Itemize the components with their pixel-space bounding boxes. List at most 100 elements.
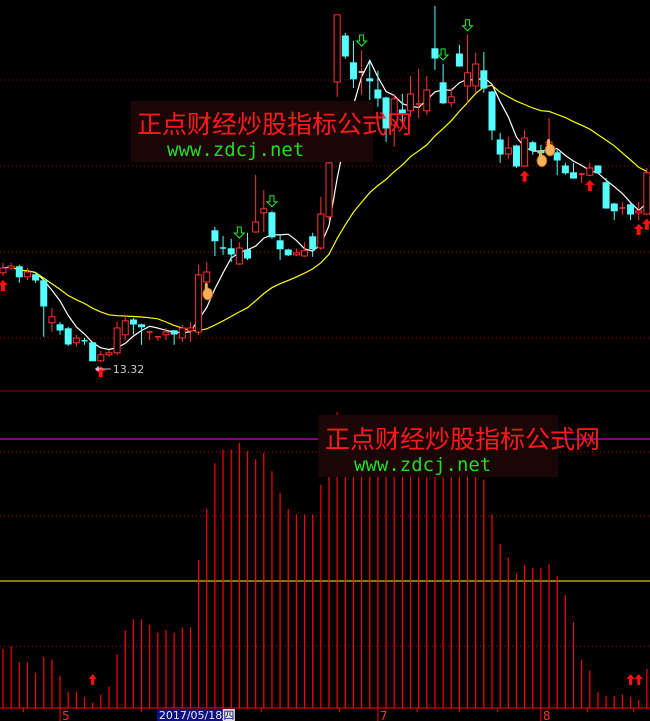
candle-body: [203, 271, 211, 283]
candle: [415, 68, 422, 118]
cursor-date: 2017/05/18/: [159, 709, 226, 721]
indicator-signal-arrow-icon: [88, 674, 97, 685]
candle: [170, 330, 178, 345]
candle: [178, 324, 186, 342]
candle-body: [40, 280, 48, 307]
candle-body: [32, 274, 40, 281]
candle-body: [72, 337, 80, 344]
buy-arrow-icon: [519, 170, 530, 182]
watermark-url: www.zdcj.net: [167, 139, 304, 161]
candle-body: [407, 93, 414, 112]
candle: [235, 242, 243, 265]
price-grid: [0, 79, 650, 339]
candle-body: [447, 96, 455, 104]
candle: [423, 76, 431, 115]
candle-body: [129, 319, 137, 325]
candle: [496, 132, 504, 163]
candle-body: [260, 208, 268, 214]
indicator-signal-arrow-icon: [634, 674, 643, 685]
hand-palm: [202, 287, 214, 301]
hand-pointer-icon: [536, 149, 548, 168]
candle: [512, 144, 520, 168]
candle-body: [594, 165, 602, 174]
candle-body: [301, 250, 309, 257]
candle-body: [15, 266, 23, 278]
sell-arrow-icon: [461, 19, 474, 32]
candle-body: [504, 147, 512, 155]
candle: [561, 162, 569, 175]
candle: [529, 140, 537, 155]
hand-finger: [204, 283, 208, 290]
buy-arrow-icon: [633, 224, 644, 235]
candle-body: [113, 327, 121, 354]
candle: [610, 202, 618, 220]
candle-body: [48, 316, 56, 324]
hand-pointer-icon: [202, 283, 214, 301]
candle: [276, 234, 284, 260]
candle-body: [398, 109, 406, 114]
candle: [594, 165, 602, 174]
candle: [447, 88, 455, 107]
candle: [472, 52, 480, 93]
candle-body: [431, 48, 439, 59]
x-axis-label: 5: [62, 709, 70, 721]
candle: [635, 202, 643, 220]
candle-body: [186, 327, 194, 332]
candle: [162, 328, 170, 340]
candle: [521, 130, 529, 167]
candle-body: [635, 210, 643, 214]
hand-pointer-icon: [544, 139, 556, 157]
candle-body: [325, 162, 333, 218]
candle-body: [333, 14, 341, 83]
candle: [48, 308, 56, 332]
candle: [390, 94, 398, 147]
candle: [40, 278, 48, 337]
candle: [480, 52, 488, 93]
hand-finger: [538, 149, 542, 157]
candle: [32, 272, 40, 283]
candle: [220, 236, 227, 255]
buy-arrow-icon: [641, 218, 650, 230]
candle: [260, 190, 268, 232]
candle-body: [643, 172, 650, 215]
ma-20-line: [2, 84, 648, 332]
candle-body: [627, 204, 635, 215]
candle-body: [97, 354, 105, 362]
candle-body: [480, 70, 488, 89]
candle: [333, 14, 341, 97]
candle: [643, 168, 650, 215]
candle: [121, 314, 129, 340]
candle-body: [472, 63, 480, 87]
candle: [374, 70, 382, 107]
candle: [602, 178, 610, 209]
candle: [268, 210, 276, 239]
candle: [488, 90, 496, 140]
low-price-value: 13.32: [113, 363, 145, 376]
candle-body: [56, 324, 64, 331]
candle-body: [7, 265, 15, 269]
buy-arrow-icon: [584, 180, 595, 191]
candle-body: [374, 89, 382, 99]
candle: [455, 44, 463, 67]
candle: [105, 350, 113, 357]
candle-body: [586, 167, 594, 176]
candle-body: [382, 97, 390, 129]
candle: [439, 64, 447, 104]
candle-body: [602, 182, 610, 209]
candle: [301, 242, 309, 257]
candle: [398, 94, 406, 124]
candle: [341, 32, 349, 59]
signal-markers: [0, 19, 650, 685]
candle: [146, 330, 153, 340]
low-label-arrow-icon: [94, 366, 99, 372]
candle-body: [390, 98, 398, 126]
candle: [382, 96, 390, 142]
low-price-label: 13.32: [94, 363, 145, 376]
candle: [56, 322, 64, 335]
candle-body: [227, 248, 235, 255]
candle-body: [512, 145, 520, 167]
candle-body: [496, 139, 504, 155]
candle-body: [89, 342, 97, 362]
